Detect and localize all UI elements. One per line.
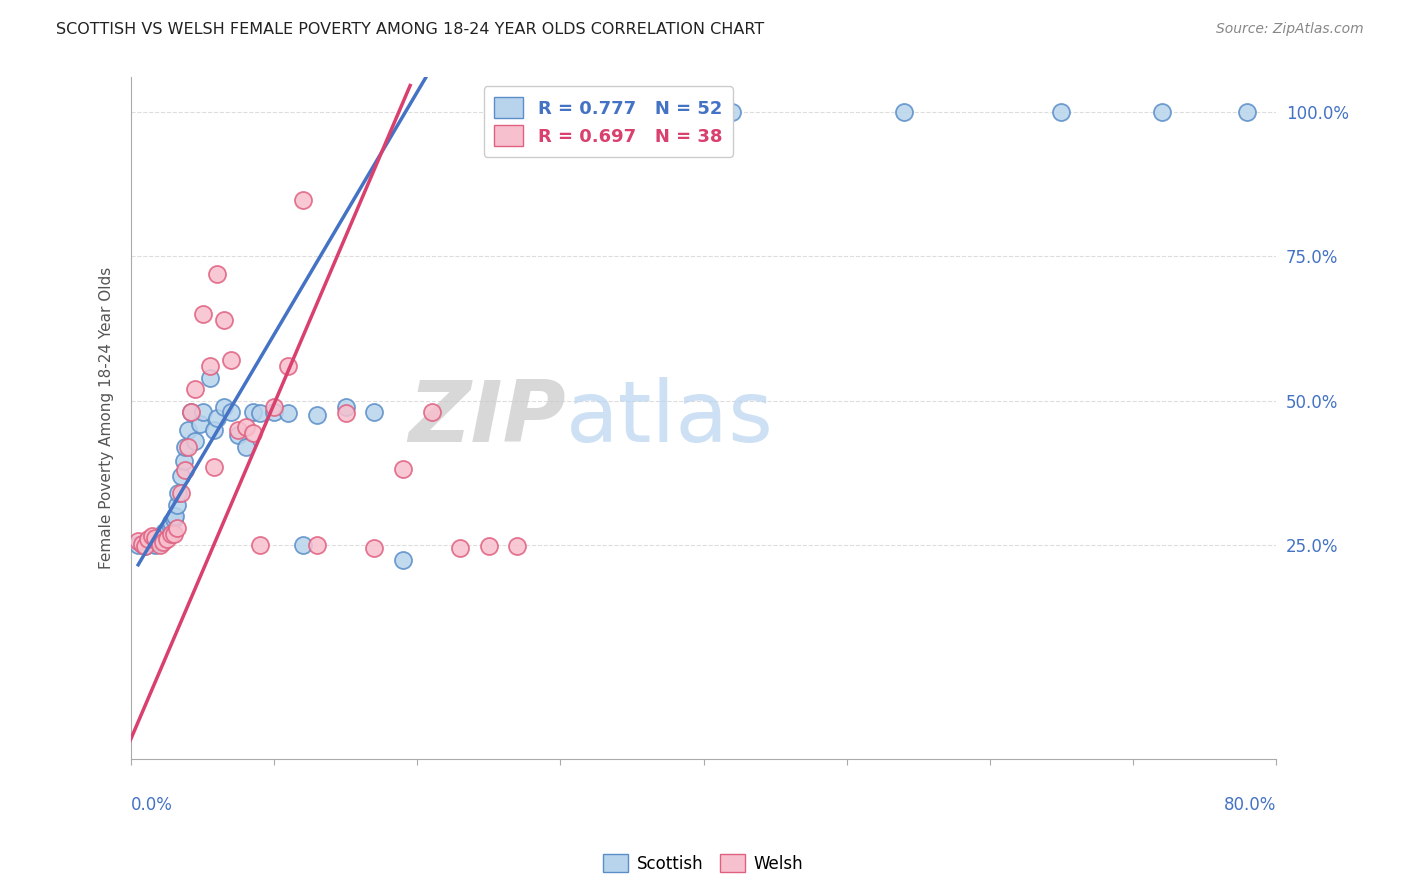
Point (205, 267, 228, 281)
Point (1050, 105, 1073, 120)
Point (277, 407, 299, 421)
Point (191, 307, 214, 321)
Point (134, 539, 156, 553)
Point (263, 405, 285, 419)
Point (249, 538, 271, 552)
Point (157, 521, 180, 535)
Point (363, 405, 385, 419)
Point (149, 533, 172, 547)
Point (134, 539, 156, 553)
Point (242, 425, 264, 440)
Point (307, 538, 329, 552)
Point (131, 537, 153, 551)
Point (291, 193, 314, 207)
Point (184, 434, 207, 449)
Point (141, 529, 163, 543)
Point (148, 533, 170, 548)
Point (1150, 105, 1173, 120)
Text: Source: ZipAtlas.com: Source: ZipAtlas.com (1216, 22, 1364, 37)
Text: SCOTTISH VS WELSH FEMALE POVERTY AMONG 18-24 YEAR OLDS CORRELATION CHART: SCOTTISH VS WELSH FEMALE POVERTY AMONG 1… (56, 22, 765, 37)
Point (335, 400, 357, 414)
Point (167, 486, 190, 500)
Point (198, 359, 221, 373)
Point (165, 509, 187, 524)
Point (449, 541, 471, 555)
Point (177, 423, 200, 437)
Point (159, 517, 181, 532)
Point (202, 460, 225, 475)
Point (212, 313, 235, 327)
Point (150, 529, 173, 543)
Point (263, 400, 285, 414)
Point (180, 405, 202, 419)
Point (335, 407, 357, 421)
Point (156, 533, 179, 547)
Legend: Scottish, Welsh: Scottish, Welsh (596, 847, 810, 880)
Point (212, 400, 235, 414)
Point (363, 541, 385, 555)
Point (141, 533, 163, 548)
Text: 80.0%: 80.0% (1223, 797, 1277, 814)
Point (721, 105, 744, 120)
Point (152, 527, 174, 541)
Point (291, 538, 314, 552)
Point (146, 535, 169, 549)
Point (242, 405, 264, 419)
Point (249, 407, 271, 421)
Point (156, 524, 179, 538)
Point (198, 370, 221, 384)
Point (149, 538, 172, 552)
Legend: R = 0.777   N = 52, R = 0.697   N = 38: R = 0.777 N = 52, R = 0.697 N = 38 (484, 87, 733, 157)
Point (131, 537, 153, 551)
Point (420, 405, 443, 419)
Point (174, 463, 197, 477)
Point (163, 526, 186, 541)
Point (155, 526, 177, 541)
Text: atlas: atlas (567, 376, 775, 459)
Point (506, 539, 529, 553)
Point (205, 411, 228, 425)
Point (228, 423, 250, 437)
Point (166, 498, 188, 512)
Point (153, 525, 176, 540)
Point (127, 533, 149, 548)
Point (127, 538, 149, 552)
Point (219, 353, 242, 368)
Point (228, 428, 250, 442)
Point (143, 531, 166, 545)
Point (191, 405, 214, 419)
Point (173, 454, 195, 468)
Point (160, 526, 183, 541)
Point (392, 552, 415, 566)
Point (1236, 105, 1258, 120)
Point (235, 440, 257, 454)
Point (202, 423, 225, 437)
Point (163, 512, 186, 526)
Point (138, 533, 160, 547)
Point (893, 105, 915, 120)
Point (177, 440, 200, 454)
Point (136, 533, 159, 547)
Point (235, 419, 257, 434)
Point (277, 359, 299, 373)
Point (478, 539, 501, 553)
Point (392, 462, 415, 476)
Point (174, 440, 197, 454)
Point (219, 405, 242, 419)
Point (136, 535, 159, 549)
Point (160, 515, 183, 529)
Point (307, 408, 329, 422)
Point (143, 538, 166, 552)
Point (180, 405, 202, 419)
Point (142, 537, 165, 551)
Point (166, 521, 188, 535)
Text: ZIP: ZIP (409, 376, 567, 459)
Point (152, 535, 174, 549)
Y-axis label: Female Poverty Among 18-24 Year Olds: Female Poverty Among 18-24 Year Olds (100, 267, 114, 569)
Point (170, 468, 193, 483)
Point (170, 486, 193, 500)
Point (188, 417, 211, 431)
Text: 0.0%: 0.0% (131, 797, 173, 814)
Point (184, 382, 207, 396)
